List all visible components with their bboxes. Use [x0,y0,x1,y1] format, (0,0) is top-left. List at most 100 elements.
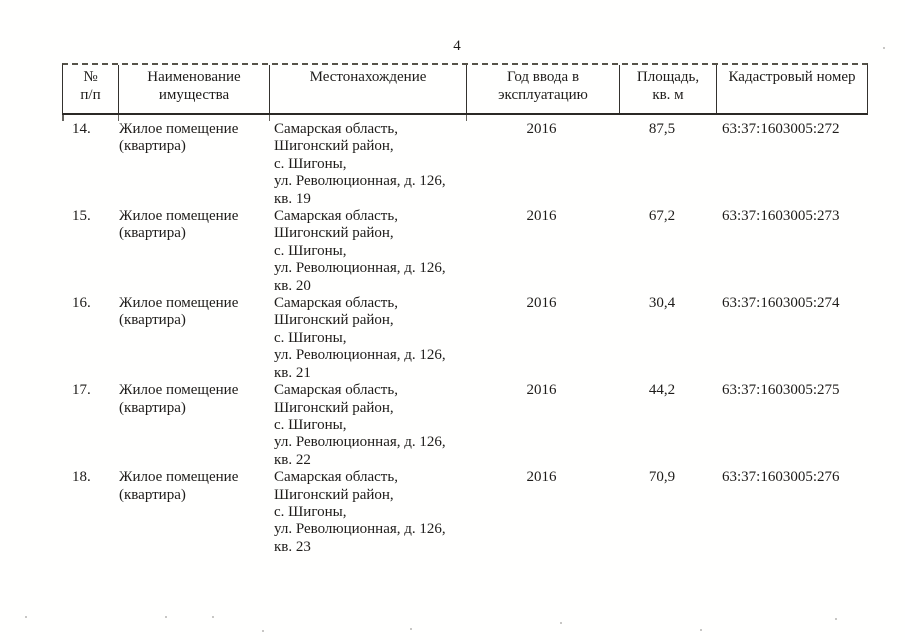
cadastral-number: 63:37:1603005:276 [722,469,840,486]
location-line: с. Шигоны, [274,329,347,346]
header-cell-num: № п/п [63,65,118,113]
table-row: 18. Жилое помещение (квартира) Самарская… [62,469,868,556]
location-line: с. Шигоны, [274,416,347,433]
cadastral-number: 63:37:1603005:272 [722,121,840,137]
location-line: Самарская область, [274,295,398,312]
row-number: 15. [72,208,91,225]
header-line: Кадастровый номер [728,69,856,85]
location-line: Самарская область, [274,121,398,137]
property-location: Самарская область, Шигонский район, с. Ш… [268,382,465,469]
cadastral-number: 63:37:1603005:275 [722,382,840,399]
location-line: Самарская область, [274,469,398,486]
property-name: Жилое помещение (квартира) [117,208,268,295]
commissioning-year: 2016 [526,469,557,486]
row-number: 17. [72,382,91,399]
scan-speck [25,616,27,618]
property-location: Самарская область, Шигонский район, с. Ш… [268,208,465,295]
scan-artifact-tick [465,115,467,121]
location-line: Шигонский район, [274,138,394,155]
header-line: Площадь, [636,69,700,85]
table-row: 15. Жилое помещение (квартира) Самарская… [62,208,868,295]
property-name-line: Жилое помещение [119,121,239,137]
property-name-line: (квартира) [119,225,186,242]
scan-speck [560,622,562,624]
location-line: с. Шигоны, [274,503,347,520]
scan-speck [410,628,412,630]
location-line: ул. Революционная, д. 126, [274,347,446,364]
location-line: с. Шигоны, [274,155,347,172]
scan-speck [835,618,837,620]
area-value: 67,2 [648,208,676,225]
location-line: Самарская область, [274,208,398,225]
header-cell-cadastral: Кадастровый номер [716,65,867,113]
commissioning-year: 2016 [526,295,557,312]
scan-speck [262,630,264,632]
header-line: № [83,69,98,85]
location-line: кв. 21 [274,364,311,381]
location-line: кв. 22 [274,451,311,468]
location-line: ул. Революционная, д. 126, [274,260,446,277]
property-name-line: Жилое помещение [119,295,239,312]
commissioning-year: 2016 [526,382,557,399]
location-line: ул. Революционная, д. 126, [274,521,446,538]
header-line: Год ввода в [506,69,580,85]
property-name-line: (квартира) [119,312,186,329]
location-line: кв. 19 [274,190,311,207]
property-name-line: (квартира) [119,399,186,416]
scan-artifact-tick [117,115,119,121]
header-cell-year: Год ввода в эксплуатацию [466,65,619,113]
header-line: имущества [158,87,230,103]
row-number: 16. [72,295,91,312]
area-value: 70,9 [648,469,676,486]
location-line: Самарская область, [274,382,398,399]
header-line: п/п [80,87,101,103]
header-cell-area: Площадь, кв. м [619,65,716,113]
property-name: Жилое помещение (квартира) [117,121,268,208]
property-name-line: Жилое помещение [119,469,239,486]
commissioning-year: 2016 [526,208,557,225]
location-line: Шигонский район, [274,399,394,416]
header-cell-name: Наименование имущества [118,65,269,113]
scan-speck [212,616,214,618]
header-line: кв. м [652,87,684,103]
location-line: ул. Революционная, д. 126, [274,173,446,190]
header-line: Местонахождение [309,69,427,85]
cadastral-number: 63:37:1603005:273 [722,208,840,225]
area-value: 30,4 [648,295,676,312]
location-line: кв. 23 [274,538,311,555]
page-number: 4 [453,38,461,54]
location-line: Шигонский район, [274,225,394,242]
header-line: эксплуатацию [498,87,588,103]
location-line: Шигонский район, [274,486,394,503]
header-line: Наименование [147,69,241,85]
table-row: 14. Жилое помещение (квартира) Самарская… [62,121,868,208]
table-row: 16. Жилое помещение (квартира) Самарская… [62,295,868,382]
row-number: 14. [72,121,91,137]
property-location: Самарская область, Шигонский район, с. Ш… [268,121,465,208]
location-line: ул. Революционная, д. 126, [274,434,446,451]
property-name: Жилое помещение (квартира) [117,295,268,382]
property-location: Самарская область, Шигонский район, с. Ш… [268,469,465,556]
table-body: 14. Жилое помещение (квартира) Самарская… [62,115,868,556]
scan-speck [700,629,702,631]
area-value: 87,5 [648,121,676,137]
commissioning-year: 2016 [526,121,557,137]
location-line: Шигонский район, [274,312,394,329]
table-row: 17. Жилое помещение (квартира) Самарская… [62,382,868,469]
property-register-table: № п/п Наименование имущества Местонахожд… [62,63,868,556]
scan-speck [165,616,167,618]
property-location: Самарская область, Шигонский район, с. Ш… [268,295,465,382]
location-line: кв. 20 [274,277,311,294]
cadastral-number: 63:37:1603005:274 [722,295,840,312]
property-name: Жилое помещение (квартира) [117,382,268,469]
property-name-line: (квартира) [119,486,186,503]
row-number: 18. [72,469,91,486]
table-header-row: № п/п Наименование имущества Местонахожд… [62,63,868,115]
property-name-line: Жилое помещение [119,382,239,399]
area-value: 44,2 [648,382,676,399]
location-line: с. Шигоны, [274,242,347,259]
scan-artifact-tick [62,115,64,121]
property-name-line: Жилое помещение [119,208,239,225]
scan-artifact-tick [268,115,270,121]
